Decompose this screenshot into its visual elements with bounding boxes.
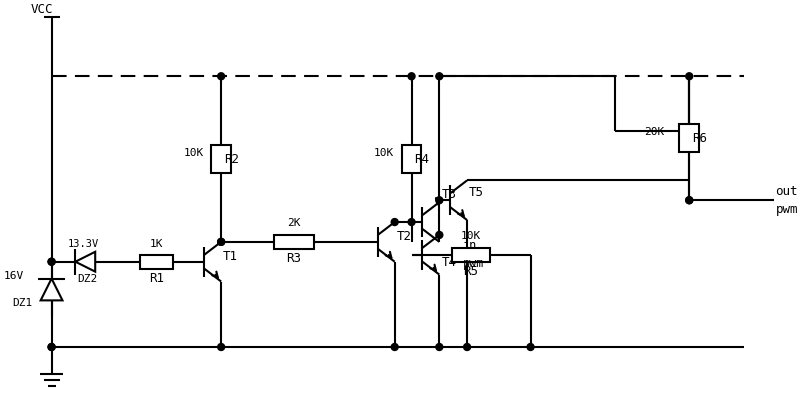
Text: 2K: 2K: [287, 218, 301, 228]
Circle shape: [686, 197, 693, 204]
Text: R3: R3: [286, 252, 302, 265]
Text: DZ1: DZ1: [12, 298, 32, 309]
Text: T2: T2: [397, 230, 412, 243]
Text: R6: R6: [692, 132, 707, 145]
Bar: [452, 248, 490, 262]
Text: 16V: 16V: [4, 271, 24, 280]
Circle shape: [464, 344, 470, 351]
Text: T3: T3: [442, 188, 456, 201]
Text: 10K: 10K: [183, 148, 204, 158]
Circle shape: [48, 344, 55, 351]
Polygon shape: [75, 252, 95, 272]
Circle shape: [436, 344, 442, 351]
Circle shape: [391, 344, 398, 351]
Circle shape: [436, 73, 442, 80]
Polygon shape: [41, 278, 62, 300]
Text: R2: R2: [224, 152, 239, 166]
Text: R5: R5: [463, 265, 478, 278]
Text: in: in: [463, 240, 478, 252]
Circle shape: [48, 344, 55, 351]
Text: pwm: pwm: [463, 257, 485, 270]
Text: 10K: 10K: [461, 231, 481, 241]
Text: T5: T5: [469, 186, 484, 199]
Circle shape: [391, 218, 398, 225]
Circle shape: [408, 218, 415, 225]
Text: VCC: VCC: [30, 3, 53, 17]
Circle shape: [218, 238, 225, 245]
Text: R4: R4: [414, 152, 430, 166]
Bar: [140, 255, 173, 268]
Bar: [274, 235, 314, 249]
Circle shape: [436, 231, 442, 238]
Circle shape: [527, 344, 534, 351]
Text: DZ2: DZ2: [77, 273, 98, 284]
Circle shape: [218, 73, 225, 80]
Circle shape: [408, 73, 415, 80]
Circle shape: [218, 238, 225, 245]
Text: 13.3V: 13.3V: [68, 239, 99, 249]
Circle shape: [686, 197, 693, 204]
Text: out: out: [775, 185, 798, 198]
Text: pwm: pwm: [775, 203, 798, 216]
Bar: [402, 145, 422, 173]
Text: 10K: 10K: [374, 148, 394, 158]
Text: T4: T4: [442, 256, 456, 269]
Circle shape: [218, 344, 225, 351]
Bar: [211, 145, 231, 173]
Circle shape: [686, 73, 693, 80]
Text: T1: T1: [223, 250, 238, 263]
Bar: [679, 124, 699, 152]
Text: R1: R1: [149, 272, 164, 285]
Circle shape: [48, 258, 55, 265]
Text: 20K: 20K: [645, 127, 665, 137]
Circle shape: [436, 197, 442, 204]
Circle shape: [48, 258, 55, 265]
Text: 1K: 1K: [150, 239, 163, 249]
